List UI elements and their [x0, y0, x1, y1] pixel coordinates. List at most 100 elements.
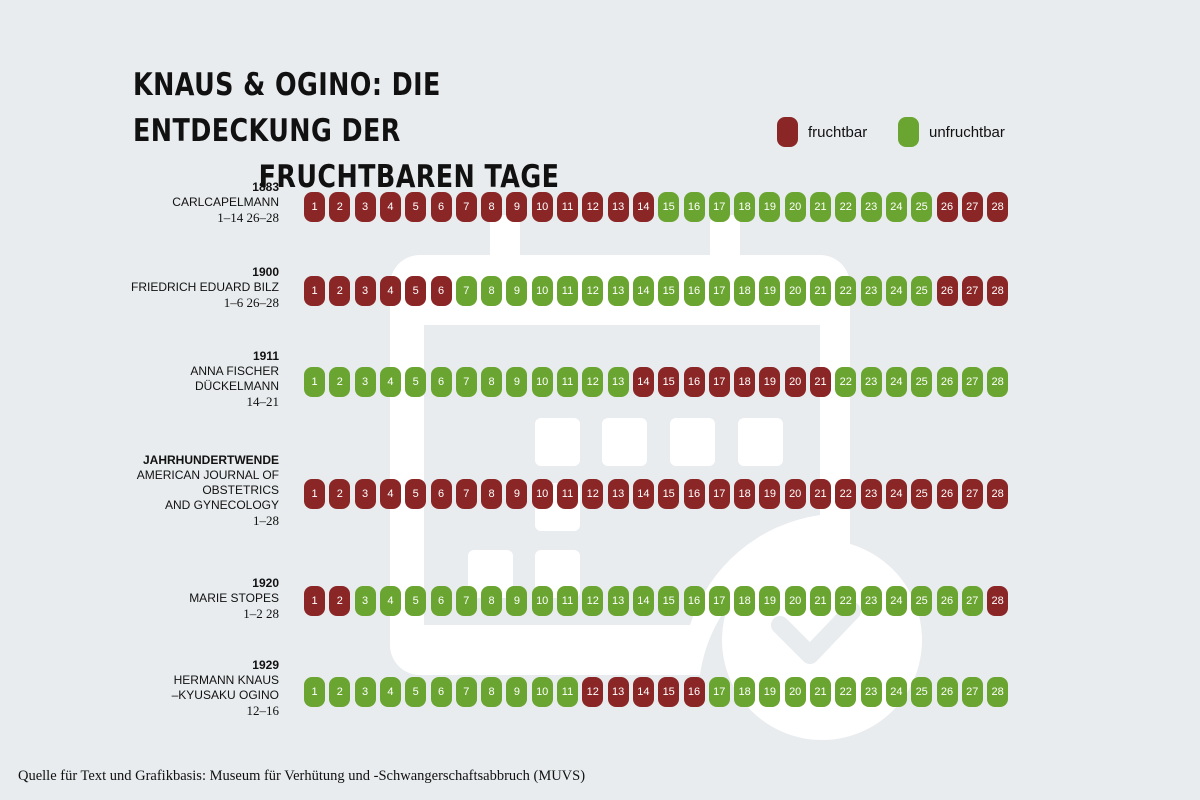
day-pill-infertile: 20 [784, 192, 806, 222]
day-pill-fertile: 12 [582, 677, 604, 707]
day-pill-fertile: 7 [455, 479, 477, 509]
day-pill-fertile: 14 [632, 367, 654, 397]
day-pill-infertile: 11 [557, 586, 578, 616]
day-pill-infertile: 17 [708, 677, 730, 707]
day-pill-fertile: 1 [304, 276, 325, 306]
row-label: JAHRHUNDERTWENDE AMERICAN JOURNAL OF OBSTE… [137, 453, 279, 528]
day-pill-infertile: 24 [885, 677, 907, 707]
day-pill-fertile: 28 [987, 192, 1009, 222]
day-pill-infertile: 5 [405, 677, 427, 707]
row-author: HERMANN KNAUS [173, 673, 279, 687]
day-pill-infertile: 23 [860, 586, 882, 616]
day-pill-fertile: 13 [607, 677, 629, 707]
legend-swatch-infertile [898, 117, 919, 147]
day-pill-fertile: 6 [430, 276, 452, 306]
row-author: MARIE STOPES [189, 591, 279, 605]
day-pill-infertile: 22 [835, 586, 857, 616]
day-pill-fertile: 21 [810, 367, 831, 397]
title-line-1: KNAUS & OGINO: DIE ENTDECKUNG DER [133, 67, 441, 149]
day-pill-fertile: 5 [405, 192, 427, 222]
day-pill-infertile: 18 [734, 192, 756, 222]
day-pill-fertile: 15 [658, 479, 680, 509]
day-pill-fertile: 28 [987, 479, 1009, 509]
row-year: 1900 [252, 265, 279, 279]
row-author: AMERICAN JOURNAL OF [136, 468, 279, 482]
day-pill-infertile: 12 [582, 367, 604, 397]
day-pill-fertile: 26 [936, 192, 958, 222]
day-pill-infertile: 26 [936, 367, 958, 397]
row-label: 1911 ANNA FISCHER DÜCKELMANN 14–21 [190, 349, 279, 409]
day-pill-fertile: 17 [708, 367, 730, 397]
day-pill-fertile: 6 [430, 479, 452, 509]
day-pill-infertile: 15 [658, 586, 680, 616]
day-pill-infertile: 24 [885, 586, 907, 616]
row-label: 1920 MARIE STOPES 1–2 28 [189, 576, 279, 621]
day-pill-infertile: 9 [506, 276, 528, 306]
day-pill-fertile: 19 [759, 479, 781, 509]
day-pill-infertile: 14 [632, 276, 654, 306]
day-pill-fertile: 8 [481, 192, 503, 222]
day-pill-fertile: 1 [304, 586, 325, 616]
day-pill-fertile: 20 [784, 479, 806, 509]
day-pill-fertile: 18 [734, 479, 756, 509]
day-pill-infertile: 17 [708, 192, 730, 222]
day-pill-infertile: 18 [734, 677, 756, 707]
day-pill-fertile: 15 [658, 367, 680, 397]
day-pill-fertile: 24 [885, 479, 907, 509]
day-pill-fertile: 10 [531, 192, 553, 222]
row-year: 1920 [252, 576, 279, 590]
day-pill-infertile: 12 [582, 586, 604, 616]
day-pill-infertile: 16 [683, 586, 705, 616]
day-pill-infertile: 24 [885, 192, 907, 222]
day-pill-infertile: 14 [632, 586, 654, 616]
day-pill-fertile: 13 [607, 479, 629, 509]
day-pill-fertile: 5 [405, 276, 427, 306]
day-pill-fertile: 7 [455, 192, 477, 222]
day-pill-infertile: 8 [481, 677, 503, 707]
day-pill-fertile: 11 [557, 479, 578, 509]
title-line-2: FRUCHTBAREN TAGE [258, 159, 560, 195]
row-author: DÜCKELMANN [194, 379, 279, 393]
day-pill-infertile: 11 [557, 677, 578, 707]
row-year: JAHRHUNDERTWENDE [142, 453, 279, 467]
day-pill-infertile: 10 [531, 367, 553, 397]
day-pill-fertile: 1 [304, 192, 325, 222]
day-pill-infertile: 27 [961, 586, 983, 616]
day-pill-infertile: 7 [455, 276, 477, 306]
day-pill-fertile: 9 [506, 479, 528, 509]
row-fertile-days: 14–21 [246, 394, 280, 409]
day-pill-infertile: 27 [961, 677, 983, 707]
day-pill-infertile: 25 [911, 276, 933, 306]
day-pill-infertile: 17 [708, 586, 730, 616]
day-pill-infertile: 8 [481, 367, 503, 397]
row-year: 1883 [252, 180, 279, 194]
day-pill-infertile: 22 [835, 677, 857, 707]
day-pill-infertile: 27 [961, 367, 983, 397]
day-pill-infertile: 21 [810, 586, 831, 616]
day-pill-infertile: 25 [911, 586, 933, 616]
day-pill-fertile: 12 [582, 479, 604, 509]
day-pill-infertile: 2 [329, 367, 351, 397]
day-pill-infertile: 19 [759, 586, 781, 616]
row-label: 1883 CARLCAPELMANN 1–14 26–28 [172, 180, 279, 225]
day-pill-infertile: 5 [405, 586, 427, 616]
day-pill-fertile: 5 [405, 479, 427, 509]
day-pill-infertile: 10 [531, 586, 553, 616]
day-pill-infertile: 13 [607, 276, 629, 306]
day-pill-fertile: 25 [911, 479, 933, 509]
day-pill-fertile: 14 [632, 192, 654, 222]
page-title: KNAUS & OGINO: DIE ENTDECKUNG DER FRUCHT… [133, 62, 559, 200]
day-pill-fertile: 22 [835, 479, 857, 509]
row-year: 1929 [252, 658, 279, 672]
row-author: OBSTETRICS [202, 483, 279, 497]
day-pill-infertile: 7 [455, 367, 477, 397]
day-pill-infertile: 24 [885, 276, 907, 306]
day-pill-infertile: 15 [658, 192, 680, 222]
day-pill-fertile: 2 [329, 479, 351, 509]
legend-label-infertile: unfruchtbar [929, 123, 1005, 141]
day-pill-infertile: 23 [860, 276, 882, 306]
day-pill-infertile: 1 [304, 677, 325, 707]
row-year: 1911 [252, 349, 279, 363]
row-author: ANNA FISCHER [190, 364, 279, 378]
day-pill-infertile: 19 [759, 677, 781, 707]
